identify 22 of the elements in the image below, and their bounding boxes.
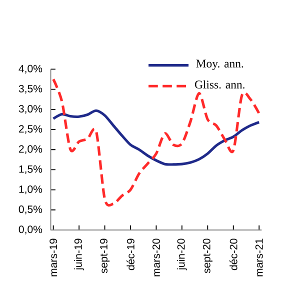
x-tick-label: sept-19 [100, 238, 110, 274]
y-tick-label: 3,0% [18, 105, 42, 114]
y-tick-label: 0,5% [18, 206, 42, 214]
x-tick-label: sept-20 [202, 238, 212, 274]
x-tick-label: déc-20 [229, 238, 238, 270]
y-tick-label: 1,5% [19, 165, 42, 174]
legend-label: Gliss. ann. [194, 80, 244, 89]
x-tick-label: mars-20 [152, 238, 160, 276]
x-tick-label: juin-19 [74, 238, 84, 270]
x-tick-label: mars-21 [255, 238, 263, 276]
y-tick-label: 2,0% [18, 145, 42, 154]
y-tick-label: 2,5% [18, 125, 42, 134]
y-tick-label: 3,5% [18, 84, 42, 94]
line-series [52, 109, 260, 166]
x-tick-label: déc-19 [126, 238, 134, 270]
x-tick-label: juin-20 [177, 238, 187, 270]
y-tick-label: 1,0% [19, 185, 42, 194]
x-tick-label: mars-19 [50, 238, 58, 276]
legend-label: Moy. ann. [196, 60, 244, 70]
y-tick-label: 0,0% [18, 226, 42, 234]
line-series [52, 78, 260, 206]
y-tick-label: 4,0% [18, 64, 42, 74]
